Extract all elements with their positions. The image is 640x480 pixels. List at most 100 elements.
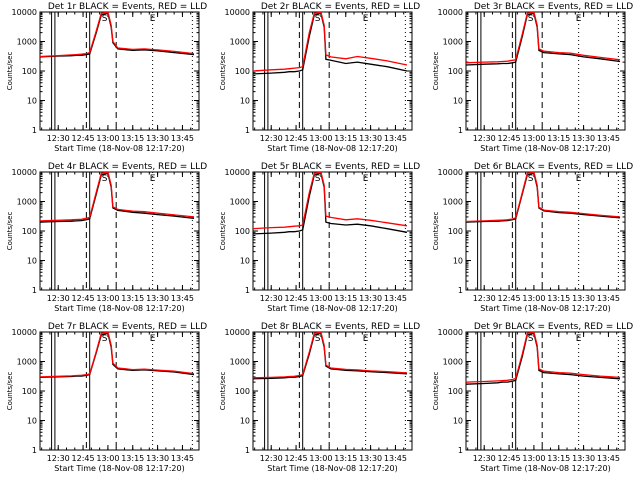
y-tick-label: 100 bbox=[448, 67, 463, 76]
x-tick-label: 12:30 bbox=[260, 294, 283, 303]
y-axis-label: Counts/sec bbox=[432, 372, 440, 411]
marker-label: E bbox=[363, 14, 369, 24]
x-tick-label: 13:00 bbox=[309, 134, 332, 143]
x-tick-label: 12:45 bbox=[72, 454, 95, 463]
x-tick-label: 12:45 bbox=[285, 134, 308, 143]
y-tick-label: 10000 bbox=[225, 8, 250, 17]
plot-frame bbox=[465, 331, 626, 451]
x-tick-label: 13:30 bbox=[572, 294, 595, 303]
x-tick-label: 13:15 bbox=[547, 454, 570, 463]
x-tick-label: 13:30 bbox=[359, 294, 382, 303]
x-tick-label: 13:15 bbox=[547, 294, 570, 303]
y-tick-label: 1000 bbox=[17, 358, 37, 367]
y-tick-label: 10000 bbox=[225, 328, 250, 337]
marker-label: E bbox=[363, 334, 369, 344]
y-tick-label: 1 bbox=[32, 126, 37, 135]
y-tick-label: 1000 bbox=[17, 198, 37, 207]
x-tick-label: 13:15 bbox=[121, 454, 144, 463]
y-tick-label: 10000 bbox=[12, 328, 37, 337]
series-line-events bbox=[253, 12, 408, 75]
detector-panel: Det 9r BLACK = Events, RED = LLD 1 10 100 10… bbox=[432, 322, 633, 473]
x-axis-label: Start Time (18-Nov-08 12:17:20) bbox=[267, 464, 397, 473]
marker-label: E bbox=[576, 14, 582, 24]
x-tick-label: 12:45 bbox=[498, 294, 521, 303]
x-tick-label: 13:30 bbox=[146, 134, 169, 143]
y-axis-label: Counts/sec bbox=[219, 372, 227, 411]
marker-label: E bbox=[150, 14, 156, 24]
plot-frame bbox=[252, 171, 413, 291]
y-tick-label: 100 bbox=[448, 227, 463, 236]
series-line-events bbox=[466, 172, 621, 223]
marker-label: E bbox=[576, 334, 582, 344]
x-axis-label: Start Time (18-Nov-08 12:17:20) bbox=[480, 144, 610, 153]
y-tick-label: 100 bbox=[235, 227, 250, 236]
series-line-lld bbox=[466, 332, 621, 383]
plot-frame bbox=[252, 11, 413, 131]
marker-label: S bbox=[315, 334, 321, 344]
series-line-lld bbox=[40, 172, 195, 222]
x-tick-label: 13:00 bbox=[522, 454, 545, 463]
marker-label: E bbox=[150, 174, 156, 184]
y-tick-label: 1 bbox=[458, 446, 463, 455]
marker-label: S bbox=[315, 174, 321, 184]
y-tick-label: 100 bbox=[235, 387, 250, 396]
x-tick-label: 12:30 bbox=[47, 454, 70, 463]
y-tick-label: 10000 bbox=[438, 8, 463, 17]
plot-frame bbox=[465, 11, 626, 131]
marker-label: E bbox=[576, 174, 582, 184]
y-tick-label: 100 bbox=[22, 67, 37, 76]
detector-panel: Det 5r BLACK = Events, RED = LLD 1 10 100 10… bbox=[219, 162, 420, 313]
x-tick-label: 13:00 bbox=[522, 294, 545, 303]
y-axis-label: Counts/sec bbox=[432, 52, 440, 91]
y-tick-label: 100 bbox=[448, 387, 463, 396]
y-tick-label: 1000 bbox=[443, 198, 463, 207]
y-tick-label: 1000 bbox=[443, 358, 463, 367]
y-tick-label: 10000 bbox=[438, 328, 463, 337]
x-axis-label: Start Time (18-Nov-08 12:17:20) bbox=[54, 144, 184, 153]
x-tick-label: 13:00 bbox=[522, 134, 545, 143]
plot-frame bbox=[39, 11, 200, 131]
x-tick-label: 12:30 bbox=[473, 294, 496, 303]
y-tick-label: 1 bbox=[245, 126, 250, 135]
y-tick-label: 1000 bbox=[17, 38, 37, 47]
y-tick-label: 10 bbox=[453, 417, 463, 426]
x-tick-label: 13:45 bbox=[597, 294, 620, 303]
y-tick-label: 10 bbox=[27, 257, 37, 266]
x-tick-label: 12:45 bbox=[72, 134, 95, 143]
x-tick-label: 13:45 bbox=[597, 454, 620, 463]
panel-title: Det 5r BLACK = Events, RED = LLD bbox=[261, 162, 420, 172]
y-tick-label: 10 bbox=[27, 97, 37, 106]
x-tick-label: 12:45 bbox=[498, 134, 521, 143]
y-tick-label: 10000 bbox=[12, 8, 37, 17]
x-tick-label: 13:45 bbox=[171, 294, 194, 303]
y-axis-label: Counts/sec bbox=[6, 212, 14, 251]
x-axis-label: Start Time (18-Nov-08 12:17:20) bbox=[480, 304, 610, 313]
y-tick-label: 100 bbox=[22, 227, 37, 236]
y-tick-label: 1000 bbox=[230, 198, 250, 207]
series-line-lld bbox=[253, 172, 408, 230]
series-line-events bbox=[253, 172, 408, 235]
series-line-lld bbox=[40, 332, 195, 378]
y-axis-label: Counts/sec bbox=[6, 52, 14, 91]
x-tick-label: 12:45 bbox=[285, 294, 308, 303]
x-tick-label: 13:00 bbox=[96, 134, 119, 143]
x-tick-label: 13:15 bbox=[121, 134, 144, 143]
x-tick-label: 12:30 bbox=[47, 294, 70, 303]
y-tick-label: 10 bbox=[240, 257, 250, 266]
x-tick-label: 13:00 bbox=[96, 454, 119, 463]
panel-title: Det 7r BLACK = Events, RED = LLD bbox=[48, 322, 207, 332]
x-axis-label: Start Time (18-Nov-08 12:17:20) bbox=[267, 304, 397, 313]
plot-frame bbox=[252, 331, 413, 451]
marker-label: S bbox=[102, 334, 108, 344]
series-line-lld bbox=[466, 172, 621, 223]
panel-title: Det 2r BLACK = Events, RED = LLD bbox=[261, 2, 420, 12]
x-tick-label: 13:30 bbox=[359, 454, 382, 463]
x-tick-label: 12:45 bbox=[72, 294, 95, 303]
x-tick-label: 12:30 bbox=[260, 454, 283, 463]
y-tick-label: 10 bbox=[453, 97, 463, 106]
x-tick-label: 12:45 bbox=[498, 454, 521, 463]
y-tick-label: 1 bbox=[32, 286, 37, 295]
x-axis-label: Start Time (18-Nov-08 12:17:20) bbox=[54, 464, 184, 473]
x-tick-label: 12:30 bbox=[473, 454, 496, 463]
y-axis-label: Counts/sec bbox=[6, 372, 14, 411]
